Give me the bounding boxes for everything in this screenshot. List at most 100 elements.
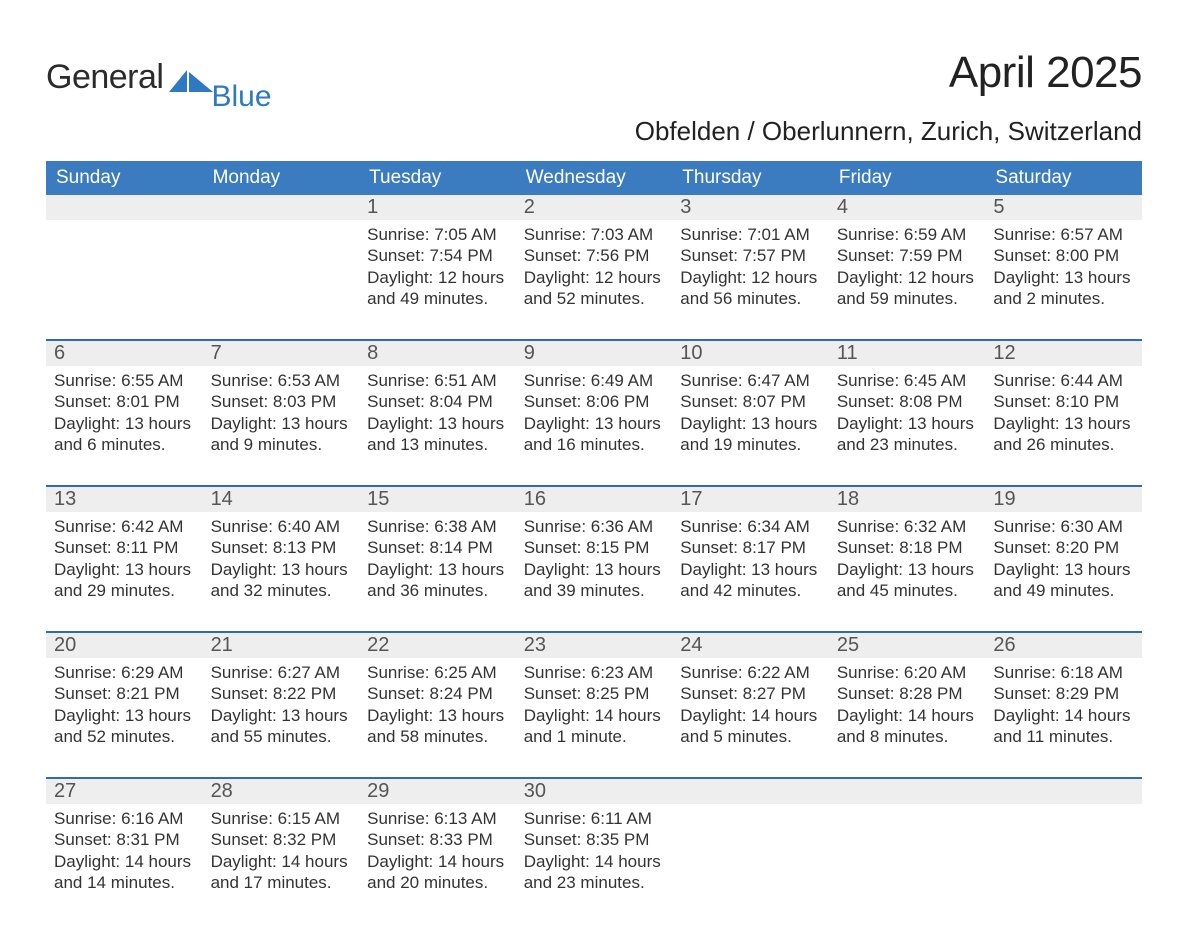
day-cell: Sunrise: 6:25 AMSunset: 8:24 PMDaylight:…: [359, 658, 516, 753]
day-detail-row: Sunrise: 6:42 AMSunset: 8:11 PMDaylight:…: [46, 512, 1142, 607]
day-number: 8: [359, 341, 516, 366]
week-row: 13141516171819Sunrise: 6:42 AMSunset: 8:…: [46, 485, 1142, 607]
daylight-text: Daylight: 13 hours and 9 minutes.: [211, 413, 352, 456]
brand-word-2: Blue: [211, 80, 271, 114]
sunset-text: Sunset: 7:54 PM: [367, 245, 508, 266]
sunrise-text: Sunrise: 6:20 AM: [837, 662, 978, 683]
day-number: 18: [829, 487, 986, 512]
day-number: 14: [203, 487, 360, 512]
day-cell: Sunrise: 6:38 AMSunset: 8:14 PMDaylight:…: [359, 512, 516, 607]
daylight-text: Daylight: 14 hours and 5 minutes.: [680, 705, 821, 748]
day-cell: Sunrise: 6:47 AMSunset: 8:07 PMDaylight:…: [672, 366, 829, 461]
daylight-text: Daylight: 12 hours and 49 minutes.: [367, 267, 508, 310]
day-number: 6: [46, 341, 203, 366]
daylight-text: Daylight: 13 hours and 45 minutes.: [837, 559, 978, 602]
day-cell: Sunrise: 6:42 AMSunset: 8:11 PMDaylight:…: [46, 512, 203, 607]
day-cell: Sunrise: 7:01 AMSunset: 7:57 PMDaylight:…: [672, 220, 829, 315]
day-cell: Sunrise: 6:44 AMSunset: 8:10 PMDaylight:…: [985, 366, 1142, 461]
sunrise-text: Sunrise: 6:18 AM: [993, 662, 1134, 683]
day-of-week-header: Thursday: [672, 161, 829, 195]
daylight-text: Daylight: 13 hours and 6 minutes.: [54, 413, 195, 456]
day-number: 13: [46, 487, 203, 512]
day-cell: [829, 804, 986, 899]
daylight-text: Daylight: 13 hours and 2 minutes.: [993, 267, 1134, 310]
sunrise-text: Sunrise: 6:38 AM: [367, 516, 508, 537]
daylight-text: Daylight: 14 hours and 20 minutes.: [367, 851, 508, 894]
day-cell: Sunrise: 6:18 AMSunset: 8:29 PMDaylight:…: [985, 658, 1142, 753]
day-cell: Sunrise: 6:36 AMSunset: 8:15 PMDaylight:…: [516, 512, 673, 607]
sunset-text: Sunset: 8:13 PM: [211, 537, 352, 558]
daylight-text: Daylight: 13 hours and 49 minutes.: [993, 559, 1134, 602]
day-number: 21: [203, 633, 360, 658]
day-number: 30: [516, 779, 673, 804]
sunset-text: Sunset: 8:27 PM: [680, 683, 821, 704]
day-cell: Sunrise: 6:30 AMSunset: 8:20 PMDaylight:…: [985, 512, 1142, 607]
sunrise-text: Sunrise: 7:05 AM: [367, 224, 508, 245]
day-cell: Sunrise: 6:16 AMSunset: 8:31 PMDaylight:…: [46, 804, 203, 899]
sunset-text: Sunset: 8:24 PM: [367, 683, 508, 704]
day-cell: [985, 804, 1142, 899]
day-number: 9: [516, 341, 673, 366]
day-number: 27: [46, 779, 203, 804]
day-number: 22: [359, 633, 516, 658]
day-of-week-header: Tuesday: [359, 161, 516, 195]
week-row: 27282930Sunrise: 6:16 AMSunset: 8:31 PMD…: [46, 777, 1142, 899]
day-number: [203, 195, 360, 220]
day-number: 12: [985, 341, 1142, 366]
day-cell: Sunrise: 6:59 AMSunset: 7:59 PMDaylight:…: [829, 220, 986, 315]
sunrise-text: Sunrise: 6:49 AM: [524, 370, 665, 391]
sunrise-text: Sunrise: 6:59 AM: [837, 224, 978, 245]
day-cell: [672, 804, 829, 899]
sunset-text: Sunset: 8:21 PM: [54, 683, 195, 704]
sunset-text: Sunset: 8:29 PM: [993, 683, 1134, 704]
sunset-text: Sunset: 8:11 PM: [54, 537, 195, 558]
sunrise-text: Sunrise: 6:45 AM: [837, 370, 978, 391]
sunrise-text: Sunrise: 6:22 AM: [680, 662, 821, 683]
day-cell: Sunrise: 6:55 AMSunset: 8:01 PMDaylight:…: [46, 366, 203, 461]
sunset-text: Sunset: 8:06 PM: [524, 391, 665, 412]
daylight-text: Daylight: 14 hours and 8 minutes.: [837, 705, 978, 748]
sunset-text: Sunset: 7:57 PM: [680, 245, 821, 266]
sunrise-text: Sunrise: 6:11 AM: [524, 808, 665, 829]
day-number: [46, 195, 203, 220]
day-cell: [203, 220, 360, 315]
day-cell: Sunrise: 6:40 AMSunset: 8:13 PMDaylight:…: [203, 512, 360, 607]
day-number: 1: [359, 195, 516, 220]
title-block: April 2025 Obfelden / Oberlunnern, Zuric…: [635, 48, 1142, 147]
day-detail-row: Sunrise: 7:05 AMSunset: 7:54 PMDaylight:…: [46, 220, 1142, 315]
day-cell: Sunrise: 6:11 AMSunset: 8:35 PMDaylight:…: [516, 804, 673, 899]
day-cell: Sunrise: 6:57 AMSunset: 8:00 PMDaylight:…: [985, 220, 1142, 315]
day-of-week-header: Sunday: [46, 161, 203, 195]
day-detail-row: Sunrise: 6:29 AMSunset: 8:21 PMDaylight:…: [46, 658, 1142, 753]
sunset-text: Sunset: 8:20 PM: [993, 537, 1134, 558]
sunrise-text: Sunrise: 6:55 AM: [54, 370, 195, 391]
day-number: 15: [359, 487, 516, 512]
daylight-text: Daylight: 12 hours and 59 minutes.: [837, 267, 978, 310]
daylight-text: Daylight: 13 hours and 19 minutes.: [680, 413, 821, 456]
day-number-row: 27282930: [46, 779, 1142, 804]
day-number-row: 6789101112: [46, 341, 1142, 366]
day-number: 28: [203, 779, 360, 804]
day-detail-row: Sunrise: 6:55 AMSunset: 8:01 PMDaylight:…: [46, 366, 1142, 461]
day-number: 3: [672, 195, 829, 220]
sunrise-text: Sunrise: 6:16 AM: [54, 808, 195, 829]
daylight-text: Daylight: 13 hours and 42 minutes.: [680, 559, 821, 602]
day-cell: Sunrise: 6:15 AMSunset: 8:32 PMDaylight:…: [203, 804, 360, 899]
sunrise-text: Sunrise: 6:30 AM: [993, 516, 1134, 537]
sunrise-text: Sunrise: 6:44 AM: [993, 370, 1134, 391]
day-number: [672, 779, 829, 804]
daylight-text: Daylight: 12 hours and 52 minutes.: [524, 267, 665, 310]
day-of-week-header: Friday: [829, 161, 986, 195]
daylight-text: Daylight: 13 hours and 55 minutes.: [211, 705, 352, 748]
day-cell: [46, 220, 203, 315]
daylight-text: Daylight: 14 hours and 23 minutes.: [524, 851, 665, 894]
day-number: 7: [203, 341, 360, 366]
daylight-text: Daylight: 14 hours and 11 minutes.: [993, 705, 1134, 748]
sunrise-text: Sunrise: 6:32 AM: [837, 516, 978, 537]
day-cell: Sunrise: 6:29 AMSunset: 8:21 PMDaylight:…: [46, 658, 203, 753]
day-of-week-header: Wednesday: [516, 161, 673, 195]
daylight-text: Daylight: 13 hours and 58 minutes.: [367, 705, 508, 748]
daylight-text: Daylight: 13 hours and 13 minutes.: [367, 413, 508, 456]
sunrise-text: Sunrise: 6:57 AM: [993, 224, 1134, 245]
day-number: 4: [829, 195, 986, 220]
